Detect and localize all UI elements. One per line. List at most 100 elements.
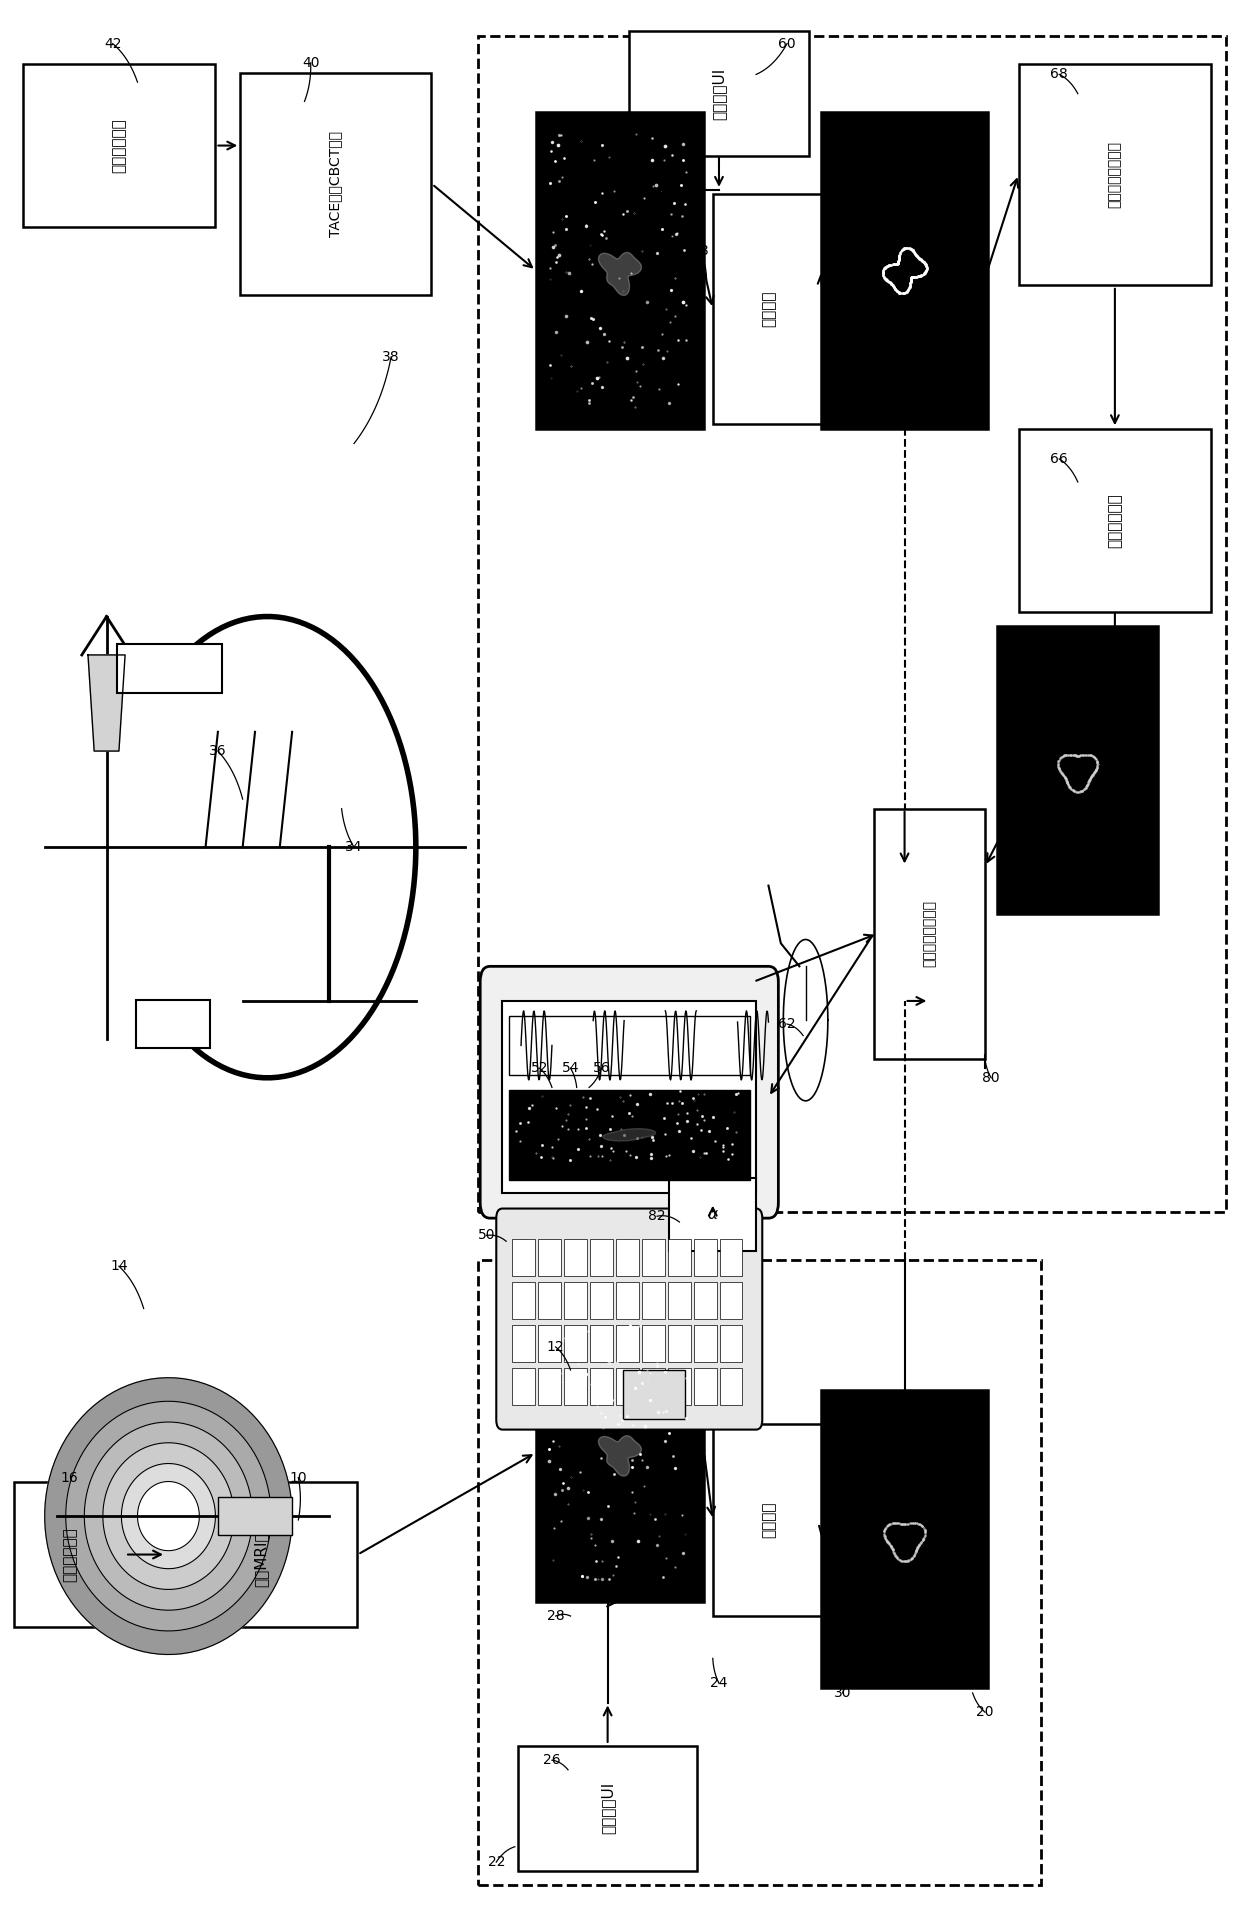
FancyBboxPatch shape [538, 1367, 560, 1405]
FancyBboxPatch shape [694, 1282, 717, 1319]
FancyBboxPatch shape [135, 999, 210, 1047]
FancyBboxPatch shape [508, 1090, 750, 1180]
FancyBboxPatch shape [537, 1303, 703, 1602]
Text: 68: 68 [1050, 67, 1068, 81]
Text: 肝脏分割: 肝脏分割 [761, 291, 776, 327]
FancyBboxPatch shape [997, 626, 1158, 914]
FancyBboxPatch shape [538, 1282, 560, 1319]
FancyBboxPatch shape [1019, 64, 1210, 285]
FancyBboxPatch shape [218, 1498, 293, 1536]
Text: 遮挡形状重建: 遮挡形状重建 [1107, 493, 1122, 549]
FancyBboxPatch shape [616, 1367, 639, 1405]
Text: 表面标记UI: 表面标记UI [600, 1783, 615, 1835]
FancyBboxPatch shape [564, 1240, 587, 1276]
Text: 肝脏分割: 肝脏分割 [761, 1502, 776, 1538]
Text: 16: 16 [61, 1471, 78, 1484]
Text: 70: 70 [1125, 672, 1142, 685]
FancyBboxPatch shape [14, 1482, 125, 1627]
Polygon shape [103, 1442, 234, 1590]
FancyBboxPatch shape [512, 1282, 534, 1319]
FancyBboxPatch shape [720, 1240, 743, 1276]
Polygon shape [603, 1128, 656, 1142]
FancyBboxPatch shape [720, 1324, 743, 1361]
Text: 统计肝脏形状先验: 统计肝脏形状先验 [1107, 141, 1122, 208]
FancyBboxPatch shape [642, 1240, 665, 1276]
FancyBboxPatch shape [821, 1390, 988, 1688]
FancyBboxPatch shape [642, 1282, 665, 1319]
Text: 肝脏表面的点匹配: 肝脏表面的点匹配 [923, 901, 936, 966]
Text: 28: 28 [547, 1609, 564, 1623]
Polygon shape [66, 1401, 272, 1630]
Text: 42: 42 [104, 37, 122, 50]
FancyBboxPatch shape [512, 1240, 534, 1276]
Text: 20: 20 [976, 1706, 993, 1719]
FancyBboxPatch shape [518, 1746, 697, 1871]
Text: 14: 14 [110, 1259, 128, 1272]
FancyBboxPatch shape [496, 1209, 763, 1430]
Text: 30: 30 [835, 1686, 852, 1700]
FancyBboxPatch shape [239, 73, 432, 295]
FancyBboxPatch shape [629, 31, 808, 156]
Text: 60: 60 [779, 37, 796, 50]
FancyBboxPatch shape [538, 1324, 560, 1361]
Text: 表面标记UI: 表面标记UI [712, 67, 727, 119]
FancyBboxPatch shape [668, 1367, 691, 1405]
FancyBboxPatch shape [642, 1324, 665, 1361]
FancyBboxPatch shape [694, 1240, 717, 1276]
Text: 12: 12 [547, 1340, 564, 1353]
FancyBboxPatch shape [117, 645, 222, 693]
FancyBboxPatch shape [564, 1324, 587, 1361]
Text: 40: 40 [303, 56, 320, 69]
FancyBboxPatch shape [668, 1240, 691, 1276]
Text: 54: 54 [562, 1061, 579, 1076]
FancyBboxPatch shape [165, 1482, 357, 1627]
Text: 26: 26 [543, 1754, 560, 1767]
FancyBboxPatch shape [616, 1240, 639, 1276]
FancyBboxPatch shape [537, 112, 703, 429]
Text: 64: 64 [822, 158, 839, 171]
FancyBboxPatch shape [874, 808, 985, 1059]
Polygon shape [784, 939, 828, 1101]
Text: 82: 82 [649, 1209, 666, 1222]
Text: 80: 80 [982, 1070, 999, 1086]
FancyBboxPatch shape [564, 1367, 587, 1405]
FancyBboxPatch shape [713, 1424, 825, 1617]
Polygon shape [45, 1378, 293, 1654]
Text: $\alpha$: $\alpha$ [707, 1207, 719, 1222]
FancyBboxPatch shape [616, 1324, 639, 1361]
FancyBboxPatch shape [694, 1324, 717, 1361]
Polygon shape [88, 654, 125, 751]
FancyBboxPatch shape [590, 1282, 613, 1319]
Text: 36: 36 [210, 745, 227, 758]
FancyBboxPatch shape [670, 1178, 756, 1251]
Polygon shape [599, 252, 641, 295]
Text: 52: 52 [531, 1061, 548, 1076]
Text: 22: 22 [487, 1856, 505, 1869]
FancyBboxPatch shape [564, 1282, 587, 1319]
Text: TACE引导CBCT成像: TACE引导CBCT成像 [329, 131, 342, 237]
FancyBboxPatch shape [713, 194, 825, 424]
Polygon shape [599, 1436, 641, 1476]
Text: 44: 44 [537, 167, 554, 181]
FancyBboxPatch shape [694, 1367, 717, 1405]
FancyBboxPatch shape [538, 1240, 560, 1276]
Text: 56: 56 [593, 1061, 610, 1076]
Text: 50: 50 [477, 1228, 495, 1242]
FancyBboxPatch shape [642, 1367, 665, 1405]
Text: 62: 62 [779, 1016, 796, 1032]
Text: 38: 38 [382, 350, 401, 364]
FancyBboxPatch shape [616, 1282, 639, 1319]
FancyBboxPatch shape [720, 1367, 743, 1405]
FancyBboxPatch shape [512, 1324, 534, 1361]
FancyBboxPatch shape [668, 1282, 691, 1319]
Text: 动脉内造影剂: 动脉内造影剂 [112, 117, 126, 173]
Text: 58: 58 [692, 244, 709, 258]
Text: 10: 10 [289, 1471, 308, 1484]
FancyBboxPatch shape [1019, 429, 1210, 612]
Polygon shape [138, 1482, 200, 1552]
FancyBboxPatch shape [668, 1324, 691, 1361]
Text: 34: 34 [345, 839, 363, 855]
Text: 静脉内造影剂: 静脉内造影剂 [62, 1527, 77, 1582]
FancyBboxPatch shape [720, 1282, 743, 1319]
Polygon shape [84, 1423, 253, 1609]
